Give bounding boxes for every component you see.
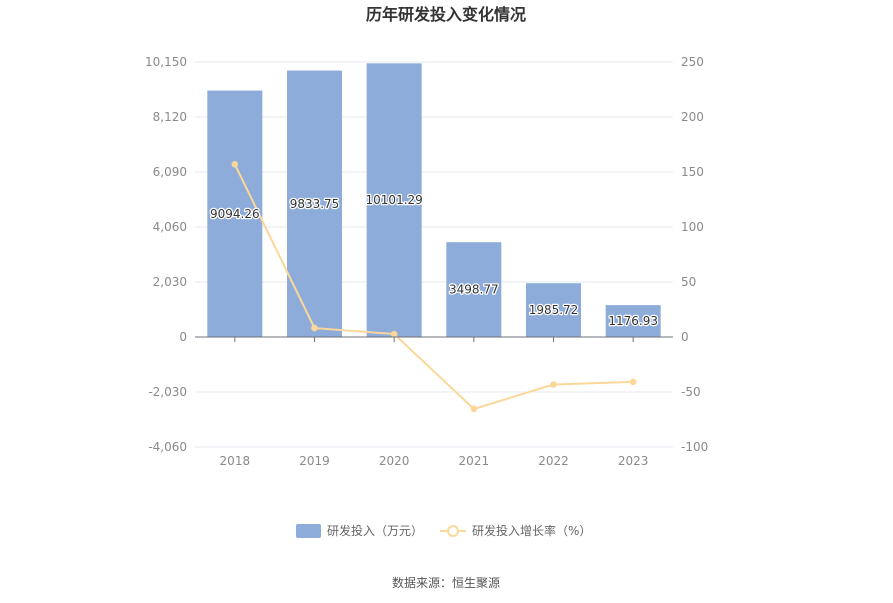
legend-item-growth-rate[interactable]: 研发投入增长率（%） (440, 523, 591, 538)
y-left-tick-label: 8,120 (153, 110, 187, 124)
bar-data-label-2019: 9833.75 (290, 197, 340, 211)
growth-point-2018 (231, 161, 239, 168)
bar-data-label-2021: 3498.77 (449, 283, 499, 297)
growth-point-2022 (550, 381, 557, 388)
legend-label-growth-rate: 研发投入增长率（%） (472, 523, 591, 538)
y-right-tick-label: 150 (681, 165, 704, 179)
x-tick-label-2019: 2019 (299, 454, 330, 468)
bar-data-label-2022: 1985.72 (529, 303, 579, 317)
grid-layer (195, 61, 673, 448)
legend-label-rd-investment: 研发投入（万元） (327, 523, 423, 538)
y-right-tick-label: -50 (681, 385, 701, 399)
y-right-tick-label: -100 (681, 440, 708, 454)
y-right-tick-label: 100 (681, 220, 704, 234)
axes-layer: 10,150 8,120 6,090 4,060 2,030 0 -2,030 -4,060 2… (145, 55, 708, 468)
y-right-tick-label: 250 (681, 55, 704, 69)
growth-point-2023 (629, 378, 637, 386)
bar-data-label-2018: 9094.26 (210, 207, 260, 221)
bar-2021 (446, 242, 502, 337)
legend[interactable]: 研发投入（万元） 研发投入增长率（%） (296, 523, 591, 538)
bar-2022 (526, 283, 581, 337)
x-tick-label-2018: 2018 (220, 454, 251, 468)
y-right-tick-label: 200 (681, 110, 704, 124)
growth-point-2019 (311, 324, 318, 332)
bar-2018 (207, 90, 263, 337)
labels-layer: 9094.26 9833.75 10101.29 3498.77 1985.72 1176… (209, 192, 659, 329)
y-right-tick-label: 0 (681, 330, 689, 344)
x-tick-label-2021: 2021 (459, 454, 490, 468)
x-tick-label-2020: 2020 (379, 454, 410, 468)
y-left-tick-label: 10,150 (145, 55, 187, 69)
legend-swatch-bar (296, 524, 321, 538)
bars-layer (207, 63, 661, 337)
y-left-tick-label: 4,060 (153, 220, 187, 234)
bar-2020 (366, 63, 422, 337)
y-left-tick-label: -4,060 (148, 440, 187, 454)
legend-item-rd-investment[interactable]: 研发投入（万元） (296, 523, 423, 538)
y-left-tick-label: 6,090 (153, 165, 187, 179)
line-layer (231, 161, 637, 413)
growth-point-2020 (390, 330, 398, 338)
bar-data-label-2023: 1176.93 (608, 314, 658, 328)
chart-title: 历年研发投入变化情况 (366, 5, 526, 24)
x-tick-label-2023: 2023 (618, 454, 649, 468)
growth-rate-line (233, 163, 634, 411)
growth-point-2021 (470, 405, 478, 413)
y-left-tick-label: 0 (179, 330, 187, 344)
source-note: 数据来源：恒生聚源 (392, 575, 500, 590)
x-tick-label-2022: 2022 (538, 454, 569, 468)
y-left-tick-label: 2,030 (153, 275, 187, 289)
bar-data-label-2020: 10101.29 (366, 193, 423, 207)
bar-2023 (605, 305, 661, 337)
y-right-tick-label: 50 (681, 275, 696, 289)
legend-swatch-marker (447, 525, 459, 537)
y-left-tick-label: -2,030 (148, 385, 187, 399)
